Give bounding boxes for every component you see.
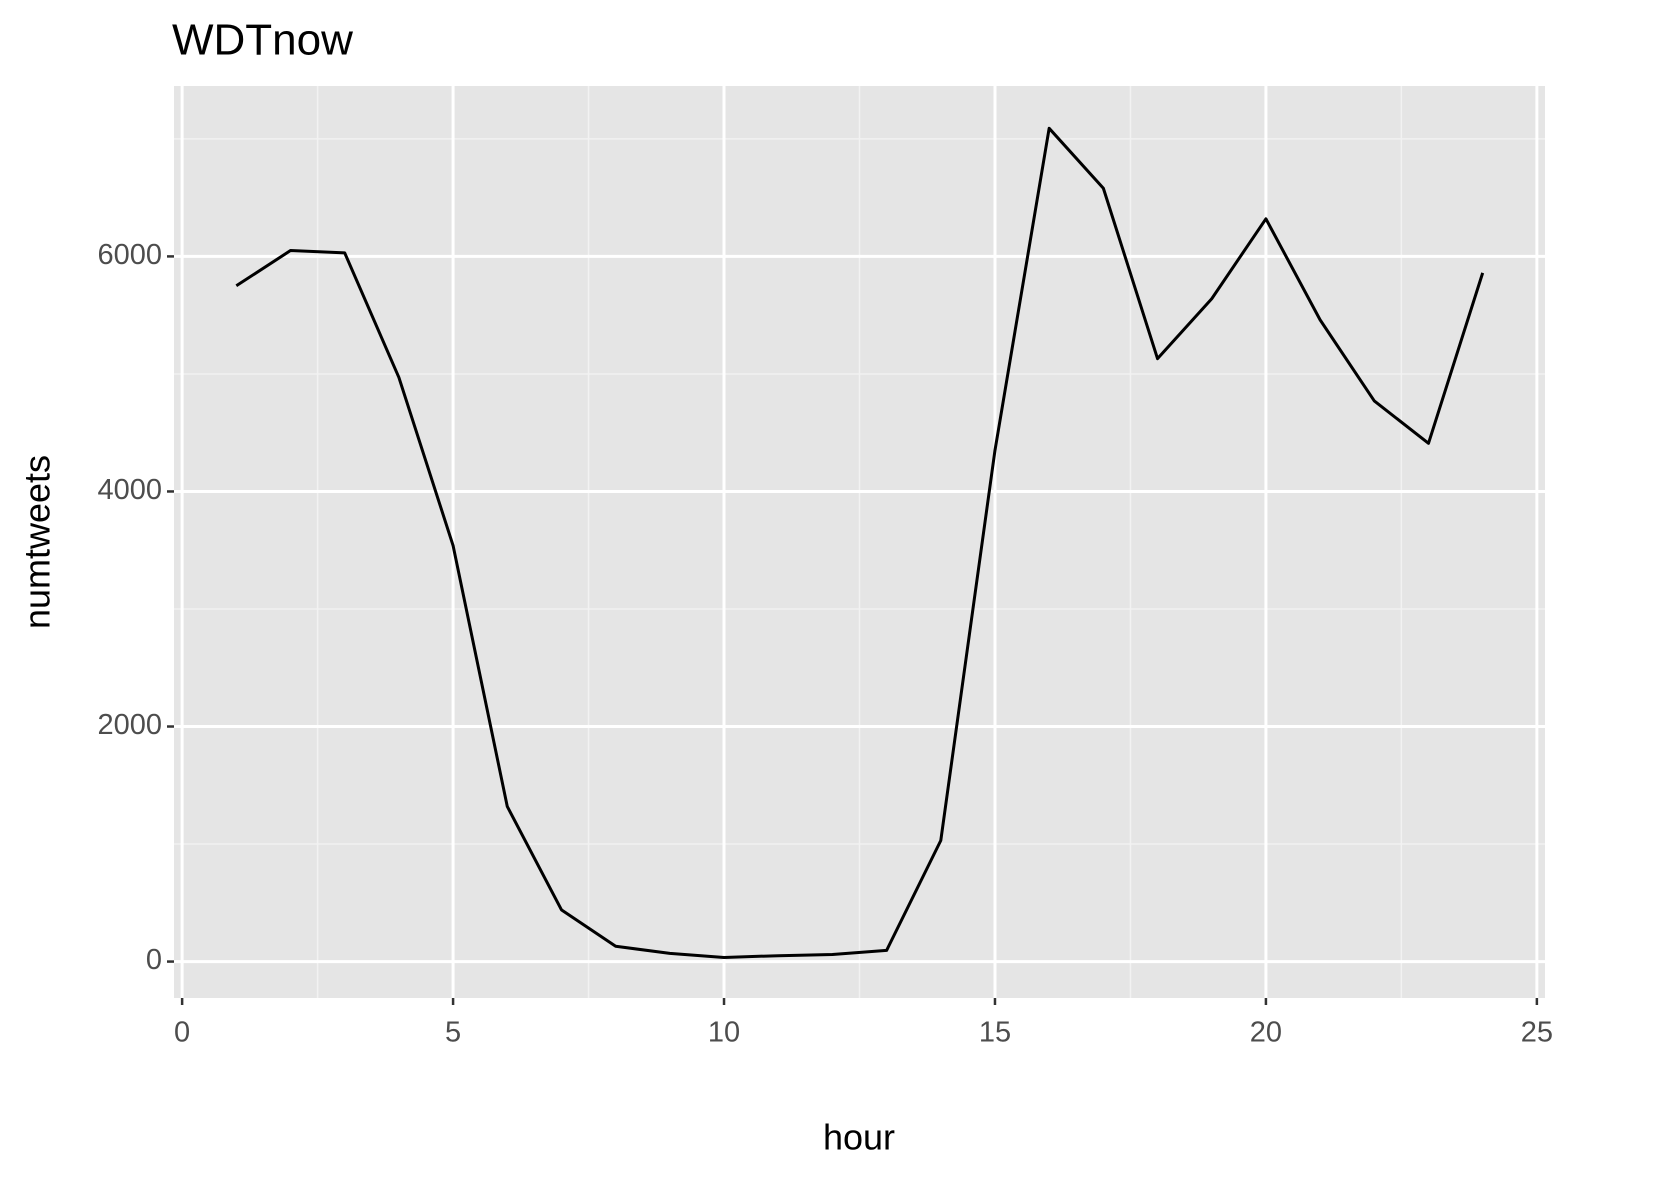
y-axis-title: numtweets xyxy=(17,455,58,629)
y-tick-label: 4000 xyxy=(97,474,162,506)
data-line xyxy=(235,126,1485,959)
x-tick-label: 5 xyxy=(445,1017,461,1049)
x-axis-title: hour xyxy=(823,1117,895,1158)
y-tick-label: 6000 xyxy=(97,239,162,271)
chart-title: WDTnow xyxy=(172,16,353,65)
y-tick-label: 0 xyxy=(146,944,162,976)
x-tick-label: 15 xyxy=(979,1017,1011,1049)
x-tick-label: 20 xyxy=(1250,1017,1282,1049)
x-tick-label: 25 xyxy=(1521,1017,1553,1049)
x-tick-label: 10 xyxy=(708,1017,740,1049)
y-tick-label: 2000 xyxy=(97,709,162,741)
x-tick-label: 0 xyxy=(174,1017,190,1049)
